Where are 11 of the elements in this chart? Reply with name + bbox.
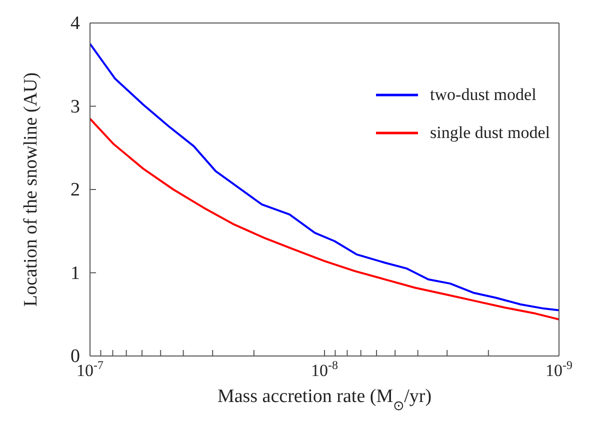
y-tick-label: 1 — [70, 262, 80, 284]
y-tick-label: 3 — [70, 96, 80, 118]
y-tick-label: 0 — [70, 346, 80, 367]
legend-label: single dust model — [430, 123, 550, 143]
x-tick-label: 10$^{-9}$ — [546, 358, 573, 380]
x-tick-label: 10$^{-8}$ — [311, 358, 338, 380]
y-axis-title: Location of the snowline (AU) — [20, 72, 42, 307]
y-tick-label: 4 — [70, 13, 80, 34]
legend-label: two-dust model — [430, 85, 536, 105]
x-axis-title: Mass accretion rate (M$_{⊙}$/yr) — [217, 386, 432, 412]
y-tick-label: 2 — [70, 180, 80, 200]
